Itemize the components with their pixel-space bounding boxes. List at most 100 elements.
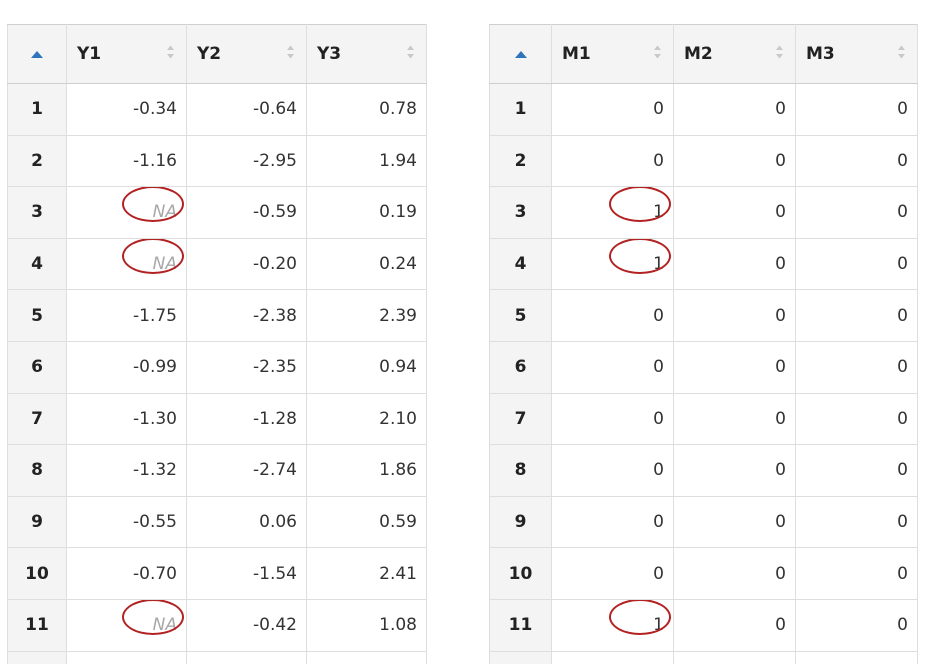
table-cell: 0.19 (306, 186, 427, 239)
column-header-label: Y3 (317, 44, 342, 64)
cell-value-wrap: 1 (562, 239, 671, 275)
table-cell: 0 (795, 598, 918, 652)
table-cell: 0 (551, 444, 674, 497)
table-cell: 0.59 (306, 495, 427, 549)
table-cell-flagged: 1 (551, 598, 674, 652)
table-cell: -0.55 (66, 495, 187, 549)
row-number: 2 (489, 134, 552, 188)
row-number: 1 (7, 83, 67, 136)
highlight-circle (609, 187, 671, 223)
table-row: 2 0 0 0 (489, 134, 918, 188)
row-number: 4 (7, 237, 67, 291)
table-cell: 2.41 (306, 547, 427, 600)
cell-value-wrap: NA (77, 600, 184, 636)
table-cell: -0.20 (186, 237, 307, 291)
row-number: 3 (489, 186, 552, 239)
table-row: 7 0 0 0 (489, 392, 918, 446)
table-cell: -1.30 (66, 392, 187, 446)
highlight-circle (122, 239, 184, 275)
column-header-m1[interactable]: M1 (551, 24, 674, 84)
table-row: 10 -0.70 -1.54 2.41 (7, 547, 427, 600)
table-row: 9 -0.55 0.06 0.59 (7, 495, 427, 549)
table-cell: 0 (673, 444, 796, 497)
table-cell: 0.24 (306, 237, 427, 291)
table-row: 11 NA -0.42 1.08 (7, 598, 427, 652)
row-number: 9 (7, 495, 67, 549)
table-cell: 0 (673, 340, 796, 394)
highlight-circle (122, 600, 184, 636)
row-number-header[interactable] (489, 24, 552, 84)
table-cell (551, 650, 674, 664)
header-row: M1 M2 M3 (489, 24, 918, 84)
row-number-header[interactable] (7, 24, 67, 84)
row-number: 7 (7, 392, 67, 446)
table-row: 3 NA -0.59 0.19 (7, 186, 427, 239)
table-cell: 0 (673, 495, 796, 549)
table-cell: 0 (795, 237, 918, 291)
table-cell: 0 (673, 547, 796, 600)
sort-ascending-icon (514, 50, 527, 58)
row-number: 11 (489, 598, 552, 652)
row-number: 1 (489, 83, 552, 136)
table-cell: -2.38 (186, 289, 307, 342)
row-number: 7 (489, 392, 552, 446)
row-number: 4 (489, 237, 552, 291)
row-number: 5 (7, 289, 67, 342)
table-cell-missing: NA (66, 598, 187, 652)
column-header-m3[interactable]: M3 (795, 24, 918, 84)
table-cell: 0.06 (186, 495, 307, 549)
table-cell (306, 650, 427, 664)
column-header-y1[interactable]: Y1 (66, 24, 187, 84)
table-row-partial (7, 650, 427, 664)
table-cell: 0 (551, 495, 674, 549)
column-header-m2[interactable]: M2 (673, 24, 796, 84)
cell-value-wrap: NA (77, 187, 184, 223)
table-cell: 2.10 (306, 392, 427, 446)
row-number (489, 650, 552, 664)
column-header-y2[interactable]: Y2 (186, 24, 307, 84)
table-cell: 0 (551, 340, 674, 394)
table-cell (795, 650, 918, 664)
row-number: 10 (7, 547, 67, 600)
table-cell: -2.95 (186, 134, 307, 188)
table-row: 1 0 0 0 (489, 83, 918, 136)
table-row: 9 0 0 0 (489, 495, 918, 549)
table-cell (186, 650, 307, 664)
missingness-indicator-grid: M1 M2 M3 1 0 0 0 2 0 0 0 3 1 0 0 4 1 0 0 (489, 24, 918, 664)
row-number: 9 (489, 495, 552, 549)
table-row: 4 1 0 0 (489, 237, 918, 291)
row-number: 3 (7, 186, 67, 239)
cell-value-wrap: 1 (562, 600, 671, 636)
sort-unsorted-icon (407, 45, 414, 59)
table-cell: 0 (795, 392, 918, 446)
table-row: 2 -1.16 -2.95 1.94 (7, 134, 427, 188)
table-row: 10 0 0 0 (489, 547, 918, 600)
table-cell: 0 (673, 134, 796, 188)
table-cell: -1.54 (186, 547, 307, 600)
table-row: 7 -1.30 -1.28 2.10 (7, 392, 427, 446)
sort-unsorted-icon (898, 45, 905, 59)
table-cell: -0.34 (66, 83, 187, 136)
table-cell: -2.74 (186, 444, 307, 497)
column-header-label: M3 (806, 44, 835, 64)
cell-value-wrap: 1 (562, 187, 671, 223)
table-row: 6 0 0 0 (489, 340, 918, 394)
table-cell: 1.94 (306, 134, 427, 188)
row-number: 8 (489, 444, 552, 497)
table-cell: -0.64 (186, 83, 307, 136)
table-cell: 0 (795, 83, 918, 136)
table-cell: -1.32 (66, 444, 187, 497)
table-cell-missing: NA (66, 237, 187, 291)
column-header-y3[interactable]: Y3 (306, 24, 427, 84)
table-cell (673, 650, 796, 664)
table-cell: 0 (551, 392, 674, 446)
table-cell: 1.86 (306, 444, 427, 497)
table-cell: 0 (795, 289, 918, 342)
missing-data-grid: Y1 Y2 Y3 1 -0.34 -0.64 0.78 2 -1.16 -2.9… (7, 24, 427, 664)
row-number: 5 (489, 289, 552, 342)
table-cell: 0 (795, 495, 918, 549)
table-cell: 0 (673, 392, 796, 446)
row-number: 6 (7, 340, 67, 394)
table-cell-flagged: 1 (551, 237, 674, 291)
column-header-label: M1 (562, 44, 591, 64)
